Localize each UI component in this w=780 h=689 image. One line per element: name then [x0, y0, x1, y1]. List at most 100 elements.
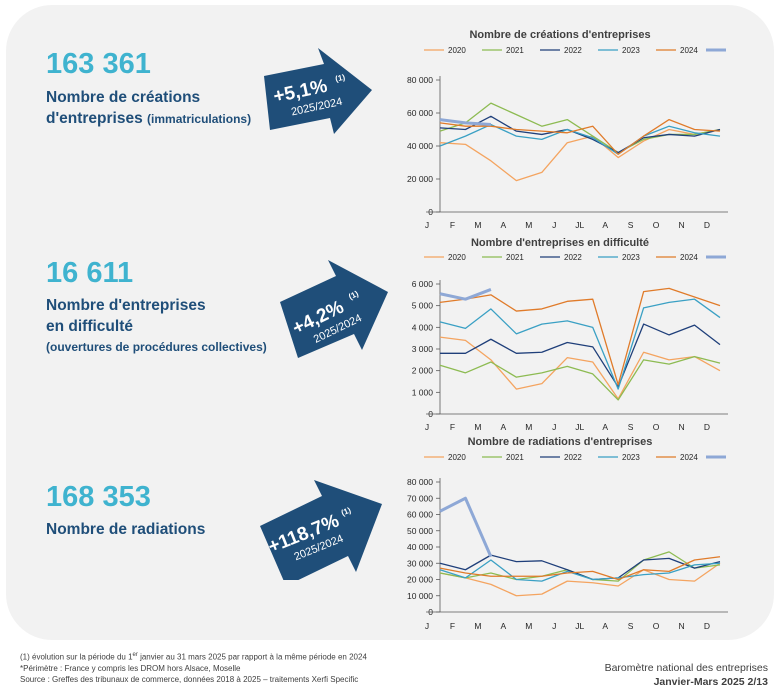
ytick-label-radiations-7: 70 000: [407, 493, 433, 503]
kpi-creations-value: 163 361: [46, 48, 151, 80]
kpi-difficulte-value: 16 611: [46, 257, 134, 289]
arrow-creations: +5,1% (1) 2025/2024: [264, 48, 372, 134]
xtick-label-radiations-3: A: [501, 621, 507, 631]
arrow-radiations-note: (1): [340, 506, 353, 518]
ytick-label-radiations-8: 80 000: [407, 477, 433, 487]
arrow-creations-shape: [264, 48, 372, 134]
ytick-label-creations-3: 60 000: [407, 108, 433, 118]
kpi-difficulte-label: Nombre d'entreprises en difficulté: [46, 295, 206, 337]
ytick-label-creations-1: 20 000: [407, 174, 433, 184]
xtick-label-radiations-6: JL: [575, 621, 584, 631]
kpi-creations-label-line2: d'entreprises: [46, 110, 143, 127]
legend-difficulte-label-2021: 2021: [506, 253, 524, 262]
ytick-label-difficulte-5: 5 000: [412, 301, 434, 311]
ytick-label-creations-4: 80 000: [407, 75, 433, 85]
xtick-label-difficulte-1: F: [450, 422, 455, 432]
kpi-radiations-value: 168 353: [46, 481, 151, 513]
xtick-label-radiations-7: A: [602, 621, 608, 631]
xtick-label-radiations-10: N: [678, 621, 684, 631]
legend-difficulte-label-2022: 2022: [564, 253, 582, 262]
xtick-label-difficulte-3: A: [501, 422, 507, 432]
xtick-label-radiations-2: M: [474, 621, 481, 631]
legend-creations-label-2022: 2022: [564, 46, 582, 55]
legend-radiations-label-2023: 2023: [622, 453, 640, 462]
series-creations-2024: [439, 118, 721, 155]
legend-creations-label-2021: 2021: [506, 46, 524, 55]
series-difficulte-2021: [439, 355, 721, 401]
xtick-label-creations-7: A: [602, 220, 608, 230]
footnote-2: *Périmètre : France y compris les DROM h…: [20, 663, 241, 673]
chart-radiations-title: Nombre de radiations d'entreprises: [468, 436, 653, 448]
xtick-label-difficulte-9: O: [653, 422, 660, 432]
xtick-label-creations-1: F: [450, 220, 455, 230]
ytick-label-difficulte-1: 1 000: [412, 387, 434, 397]
xtick-label-radiations-0: J: [425, 621, 429, 631]
arrow-difficulte: +4,2% (1) 2025/2024: [280, 260, 388, 358]
ytick-label-difficulte-2: 2 000: [412, 366, 434, 376]
xtick-label-creations-4: M: [525, 220, 532, 230]
series-radiations-2024: [439, 556, 721, 581]
xtick-label-radiations-8: S: [628, 621, 634, 631]
series-creations-2025: [439, 118, 492, 127]
ytick-label-radiations-6: 60 000: [407, 510, 433, 520]
arrow-difficulte-note: (1): [347, 289, 360, 302]
arrow-difficulte-shape: [280, 260, 388, 358]
series-creations-2022: [439, 115, 721, 154]
footer-title: Baromètre national des entreprises: [604, 662, 768, 674]
legend-creations-label-2023: 2023: [622, 46, 640, 55]
xtick-label-radiations-5: J: [552, 621, 556, 631]
xtick-label-creations-10: N: [678, 220, 684, 230]
series-radiations-2020: [439, 562, 721, 597]
arrow-radiations: +118,7% (1) 2025/2024: [260, 480, 382, 580]
xtick-label-creations-11: D: [704, 220, 710, 230]
xtick-label-difficulte-8: S: [628, 422, 634, 432]
footnote-1: (1) évolution sur la période du 1er janv…: [20, 652, 367, 662]
kpi-creations-label-small: (immatriculations): [147, 112, 252, 126]
series-creations-2020: [439, 128, 721, 182]
ytick-label-radiations-5: 50 000: [407, 526, 433, 536]
arrow-radiations-shape: [260, 480, 382, 580]
kpi-difficulte-sub: (ouvertures de procédures collectives): [46, 340, 267, 354]
xtick-label-difficulte-4: M: [525, 422, 532, 432]
footnote-3: Source : Greffes des tribunaux de commer…: [20, 674, 359, 684]
xtick-label-creations-0: J: [425, 220, 429, 230]
arrow-creations-note: (1): [334, 73, 346, 84]
ytick-label-radiations-3: 30 000: [407, 558, 433, 568]
xtick-label-radiations-4: M: [525, 621, 532, 631]
series-radiations-2022: [439, 554, 721, 581]
xtick-label-difficulte-5: J: [552, 422, 556, 432]
xtick-label-difficulte-10: N: [678, 422, 684, 432]
xtick-label-radiations-9: O: [653, 621, 660, 631]
xtick-label-creations-8: S: [628, 220, 634, 230]
xtick-label-difficulte-2: M: [474, 422, 481, 432]
ytick-label-radiations-2: 20 000: [407, 575, 433, 585]
legend-radiations-label-2022: 2022: [564, 453, 582, 462]
xtick-label-difficulte-6: JL: [575, 422, 584, 432]
xtick-label-creations-5: J: [552, 220, 556, 230]
xtick-label-radiations-11: D: [704, 621, 710, 631]
kpi-radiations-label: Nombre de radiations: [46, 521, 206, 538]
ytick-label-difficulte-3: 3 000: [412, 344, 434, 354]
xtick-label-creations-6: JL: [575, 220, 584, 230]
xtick-label-creations-9: O: [653, 220, 660, 230]
series-difficulte-2024: [439, 287, 721, 386]
legend-creations-label-2024: 2024: [680, 46, 698, 55]
legend-difficulte-label-2023: 2023: [622, 253, 640, 262]
chart-difficulte-title: Nombre d'entreprises en difficulté: [471, 237, 649, 249]
xtick-label-radiations-1: F: [450, 621, 455, 631]
legend-difficulte-label-2024: 2024: [680, 253, 698, 262]
legend-radiations-label-2020: 2020: [448, 453, 466, 462]
legend-radiations-label-2024: 2024: [680, 453, 698, 462]
xtick-label-difficulte-0: J: [425, 422, 429, 432]
legend-creations-label-2020: 2020: [448, 46, 466, 55]
kpi-difficulte-label-line1: Nombre d'entreprises: [46, 297, 206, 314]
series-difficulte-2020: [439, 336, 721, 400]
kpi-difficulte-label-line2: en difficulté: [46, 318, 133, 335]
legend-difficulte-label-2020: 2020: [448, 253, 466, 262]
chart-creations-title: Nombre de créations d'entreprises: [469, 29, 650, 41]
content-panel: [6, 5, 774, 640]
series-difficulte-2022: [440, 323, 721, 388]
footer-right: Baromètre national des entreprises Janvi…: [605, 661, 768, 689]
